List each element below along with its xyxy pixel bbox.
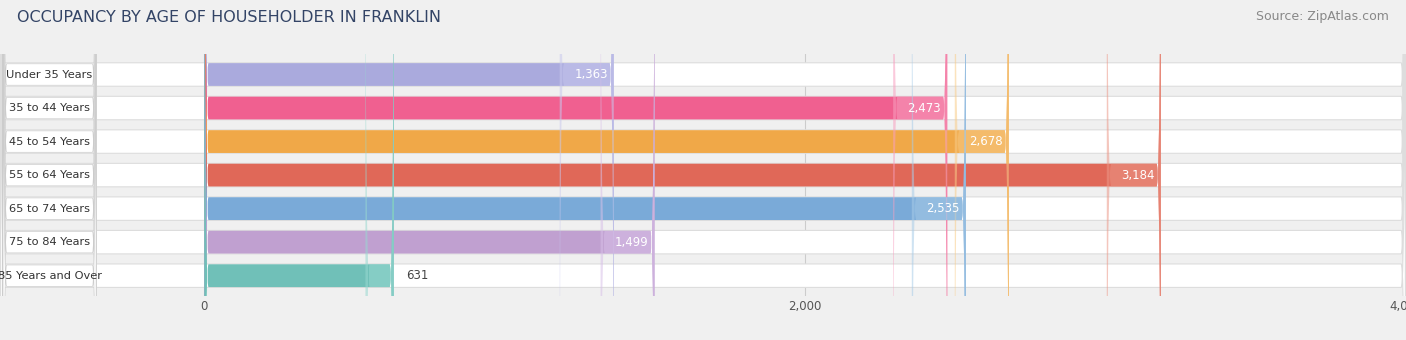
FancyBboxPatch shape [204, 0, 1010, 340]
Text: 65 to 74 Years: 65 to 74 Years [8, 204, 90, 214]
FancyBboxPatch shape [3, 0, 96, 340]
Text: 1,499: 1,499 [614, 236, 648, 249]
Text: 2,473: 2,473 [908, 102, 941, 115]
Text: 55 to 64 Years: 55 to 64 Years [8, 170, 90, 180]
Text: 2,535: 2,535 [927, 202, 960, 215]
FancyBboxPatch shape [204, 0, 948, 340]
Text: Source: ZipAtlas.com: Source: ZipAtlas.com [1256, 10, 1389, 23]
Text: 2,678: 2,678 [969, 135, 1002, 148]
FancyBboxPatch shape [204, 0, 614, 340]
Text: 45 to 54 Years: 45 to 54 Years [8, 137, 90, 147]
Text: OCCUPANCY BY AGE OF HOUSEHOLDER IN FRANKLIN: OCCUPANCY BY AGE OF HOUSEHOLDER IN FRANK… [17, 10, 441, 25]
Text: Under 35 Years: Under 35 Years [7, 69, 93, 80]
FancyBboxPatch shape [560, 0, 614, 340]
Text: 631: 631 [406, 269, 429, 282]
Text: 85 Years and Over: 85 Years and Over [0, 271, 101, 281]
FancyBboxPatch shape [600, 0, 655, 340]
FancyBboxPatch shape [955, 0, 1010, 340]
FancyBboxPatch shape [204, 0, 1161, 340]
FancyBboxPatch shape [3, 0, 96, 340]
FancyBboxPatch shape [912, 0, 966, 340]
FancyBboxPatch shape [366, 0, 394, 340]
FancyBboxPatch shape [204, 0, 394, 340]
FancyBboxPatch shape [3, 0, 96, 340]
Text: 75 to 84 Years: 75 to 84 Years [8, 237, 90, 247]
FancyBboxPatch shape [3, 0, 96, 340]
Text: 35 to 44 Years: 35 to 44 Years [8, 103, 90, 113]
FancyBboxPatch shape [204, 0, 655, 340]
FancyBboxPatch shape [204, 0, 966, 340]
FancyBboxPatch shape [1107, 0, 1161, 340]
Text: 3,184: 3,184 [1122, 169, 1154, 182]
FancyBboxPatch shape [893, 0, 948, 340]
Text: 1,363: 1,363 [574, 68, 607, 81]
FancyBboxPatch shape [3, 0, 96, 340]
FancyBboxPatch shape [3, 0, 96, 340]
FancyBboxPatch shape [3, 0, 96, 340]
